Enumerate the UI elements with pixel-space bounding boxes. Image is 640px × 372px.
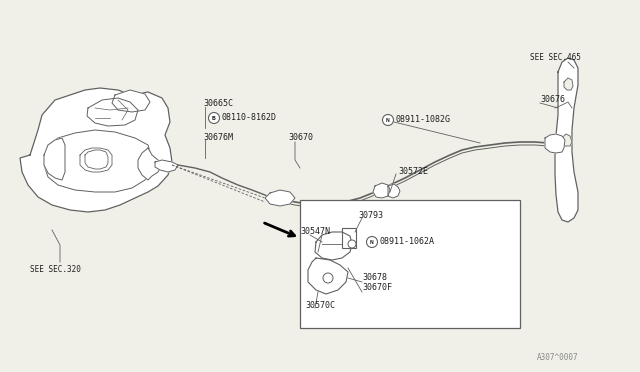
Polygon shape [155,160,178,172]
Polygon shape [545,134,565,153]
Text: 30676: 30676 [540,96,565,105]
Text: 30676M: 30676M [203,134,233,142]
Circle shape [367,237,378,247]
Polygon shape [138,148,162,180]
Text: 08911-1082G: 08911-1082G [395,115,450,125]
Polygon shape [564,78,573,90]
Polygon shape [308,258,348,294]
Polygon shape [85,150,108,169]
Polygon shape [44,130,152,192]
Text: 30678: 30678 [362,273,387,282]
Circle shape [209,112,220,124]
Polygon shape [562,134,572,146]
Bar [342,228,356,248]
Text: B: B [212,115,216,121]
Text: 08911-1062A: 08911-1062A [380,237,435,247]
Polygon shape [388,184,400,198]
Text: 30670F: 30670F [362,283,392,292]
Polygon shape [315,232,352,260]
Text: SEE SEC.320: SEE SEC.320 [29,266,81,275]
Text: 30793: 30793 [358,211,383,219]
Text: 30570C: 30570C [305,301,335,310]
Text: N: N [386,118,390,122]
Polygon shape [265,190,295,206]
Polygon shape [80,148,112,172]
Text: SEE SEC.465: SEE SEC.465 [529,54,580,62]
Polygon shape [112,90,150,112]
Circle shape [323,273,333,283]
Circle shape [383,115,394,125]
Polygon shape [373,183,390,198]
Text: 08110-8162D: 08110-8162D [222,113,277,122]
Text: A307^0007: A307^0007 [536,353,578,362]
Polygon shape [44,138,65,180]
Bar [300,200,520,328]
Text: 30572E: 30572E [398,167,428,176]
Text: 30665C: 30665C [203,99,233,108]
Polygon shape [555,58,578,222]
Polygon shape [87,98,138,126]
Polygon shape [20,88,172,212]
Circle shape [348,240,356,248]
Text: N: N [370,240,374,244]
Text: 30547N: 30547N [300,228,330,237]
Text: 30670: 30670 [288,134,313,142]
